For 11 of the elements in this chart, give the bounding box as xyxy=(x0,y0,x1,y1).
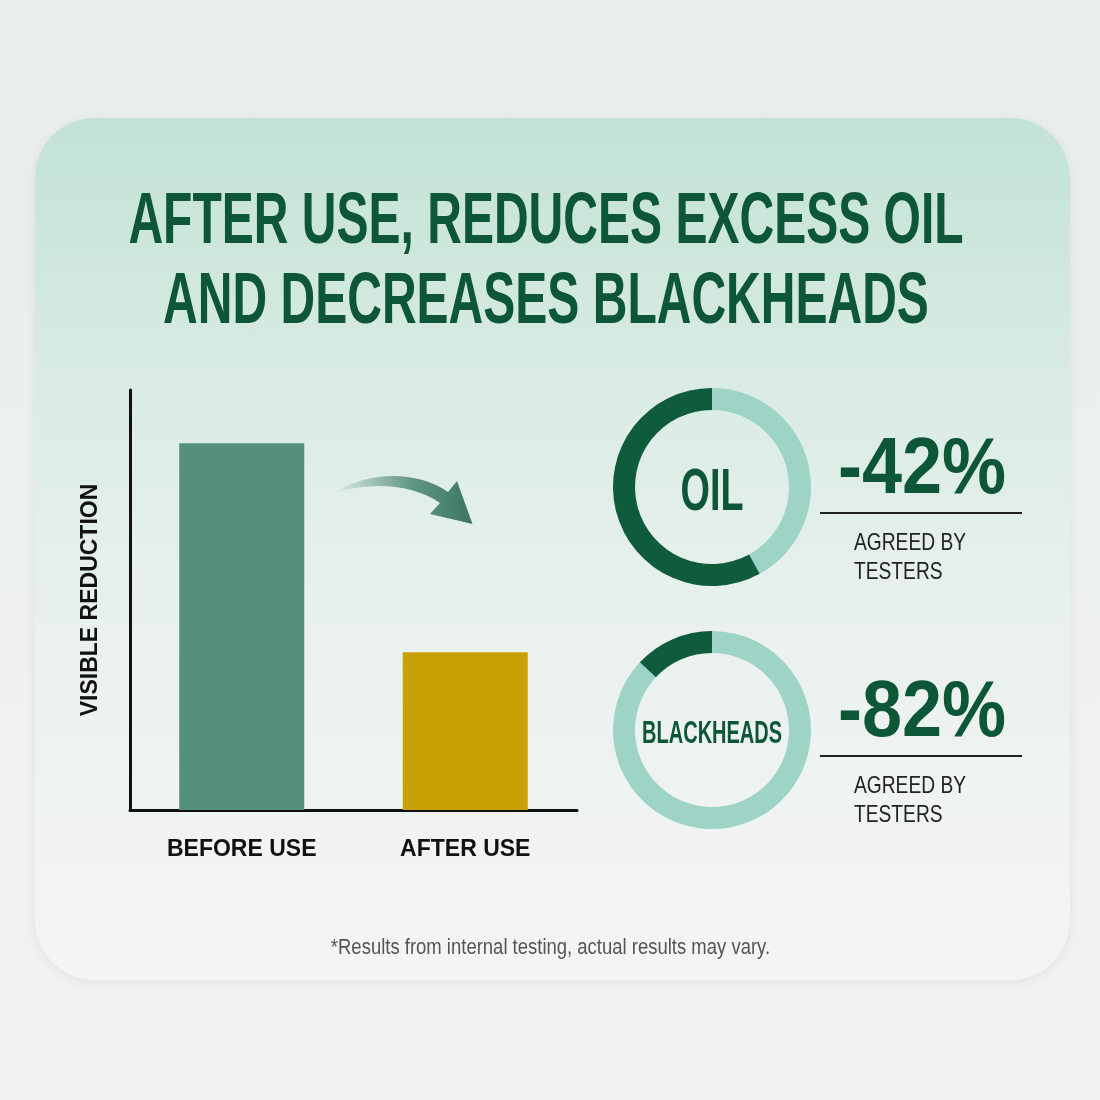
text: *Results from internal testing, actual results may vary. xyxy=(330,933,770,961)
chart-title: AFTER USE, REDUCES EXCESS OIL AND DECREASES BLACKHEADS xyxy=(127,178,965,338)
text: BLACKHEADS xyxy=(641,714,782,750)
text: -42% xyxy=(838,421,1007,510)
y-axis-title: VISIBLE REDUCTION xyxy=(75,483,102,717)
text: -82% xyxy=(838,664,1007,753)
text: AGREED BY TESTERS xyxy=(854,770,967,828)
x-tick-label: BEFORE USE xyxy=(166,834,317,861)
text: OIL xyxy=(680,456,743,523)
x-tick-label: AFTER USE xyxy=(400,834,531,861)
text: AGREED BY TESTERS xyxy=(854,527,967,585)
